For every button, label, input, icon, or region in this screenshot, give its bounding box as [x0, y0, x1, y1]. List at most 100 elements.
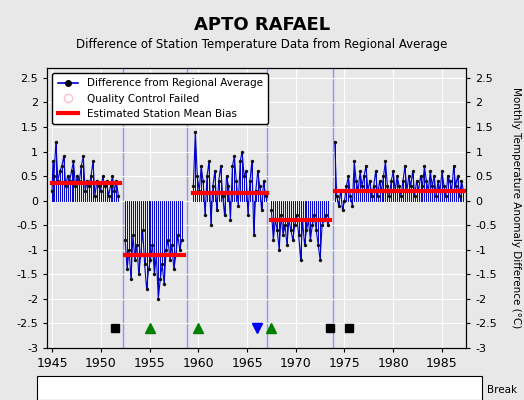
- Point: [304, 217, 313, 224]
- Point: [310, 212, 319, 218]
- Point: [195, 188, 203, 194]
- Point: [391, 188, 399, 194]
- Point: [354, 188, 362, 194]
- Point: [426, 168, 434, 174]
- Point: [224, 183, 233, 189]
- Point: [281, 222, 289, 228]
- Point: [252, 188, 260, 194]
- Point: [146, 256, 155, 263]
- Point: [350, 158, 358, 164]
- Point: [342, 183, 351, 189]
- Point: [71, 183, 80, 189]
- Point: [259, 178, 268, 184]
- Point: [222, 173, 231, 179]
- Point: [450, 163, 458, 170]
- Point: [52, 138, 60, 145]
- Point: [234, 202, 243, 209]
- Point: [108, 173, 117, 179]
- Point: [166, 256, 174, 263]
- Point: [320, 217, 328, 224]
- Point: [110, 188, 118, 194]
- Point: [127, 276, 135, 282]
- Point: [49, 158, 57, 164]
- Point: [447, 188, 456, 194]
- Point: [95, 183, 103, 189]
- Point: [334, 202, 343, 209]
- Point: [428, 183, 436, 189]
- Point: [397, 192, 405, 199]
- Point: [172, 252, 180, 258]
- Point: [314, 242, 322, 248]
- Point: [420, 163, 429, 170]
- Y-axis label: Monthly Temperature Anomaly Difference (°C): Monthly Temperature Anomaly Difference (…: [511, 87, 521, 329]
- Point: [418, 183, 427, 189]
- Text: Difference of Station Temperature Data from Regional Average: Difference of Station Temperature Data f…: [77, 38, 447, 51]
- Point: [135, 271, 143, 278]
- Point: [294, 232, 303, 238]
- Point: [170, 266, 178, 273]
- Point: [257, 207, 266, 214]
- Point: [91, 192, 99, 199]
- Point: [173, 232, 182, 238]
- Point: [283, 242, 291, 248]
- Point: [407, 183, 415, 189]
- Point: [230, 153, 238, 160]
- Point: [81, 188, 90, 194]
- Point: [205, 158, 213, 164]
- Point: [58, 163, 66, 170]
- Point: [306, 237, 314, 243]
- Point: [75, 178, 83, 184]
- Point: [189, 183, 198, 189]
- Point: [459, 188, 467, 194]
- Point: [256, 183, 264, 189]
- Point: [129, 232, 137, 238]
- Point: [346, 192, 355, 199]
- Point: [138, 227, 147, 233]
- Point: [79, 153, 88, 160]
- Text: Empirical Break: Empirical Break: [435, 385, 517, 395]
- Point: [285, 217, 293, 224]
- Point: [324, 222, 332, 228]
- Point: [339, 207, 347, 214]
- Point: [249, 232, 258, 238]
- Point: [201, 212, 209, 218]
- Point: [457, 178, 466, 184]
- Point: [150, 271, 159, 278]
- Point: [267, 207, 276, 214]
- Point: [89, 158, 97, 164]
- Point: [87, 173, 95, 179]
- Point: [452, 183, 460, 189]
- Point: [154, 296, 162, 302]
- Point: [203, 173, 211, 179]
- Legend: Difference from Regional Average, Quality Control Failed, Estimated Station Mean: Difference from Regional Average, Qualit…: [52, 73, 268, 124]
- Point: [455, 192, 464, 199]
- Point: [69, 158, 78, 164]
- Point: [412, 178, 421, 184]
- Point: [383, 183, 391, 189]
- Point: [417, 173, 425, 179]
- Point: [432, 192, 440, 199]
- Point: [389, 168, 397, 174]
- Point: [176, 246, 184, 253]
- Point: [360, 173, 368, 179]
- Point: [401, 163, 409, 170]
- Text: APTO RAFAEL: APTO RAFAEL: [194, 16, 330, 34]
- Point: [63, 173, 72, 179]
- Point: [352, 178, 361, 184]
- Point: [308, 222, 316, 228]
- Point: [261, 192, 270, 199]
- Point: [292, 212, 301, 218]
- Point: [381, 158, 390, 164]
- Point: [148, 242, 157, 248]
- Point: [273, 227, 281, 233]
- Point: [221, 212, 229, 218]
- Point: [316, 256, 324, 263]
- Point: [152, 252, 160, 258]
- Text: Berkeley Earth: Berkeley Earth: [410, 386, 482, 396]
- Point: [121, 237, 129, 243]
- Point: [279, 232, 287, 238]
- Point: [436, 188, 444, 194]
- Point: [302, 227, 311, 233]
- Point: [236, 158, 244, 164]
- Point: [403, 188, 411, 194]
